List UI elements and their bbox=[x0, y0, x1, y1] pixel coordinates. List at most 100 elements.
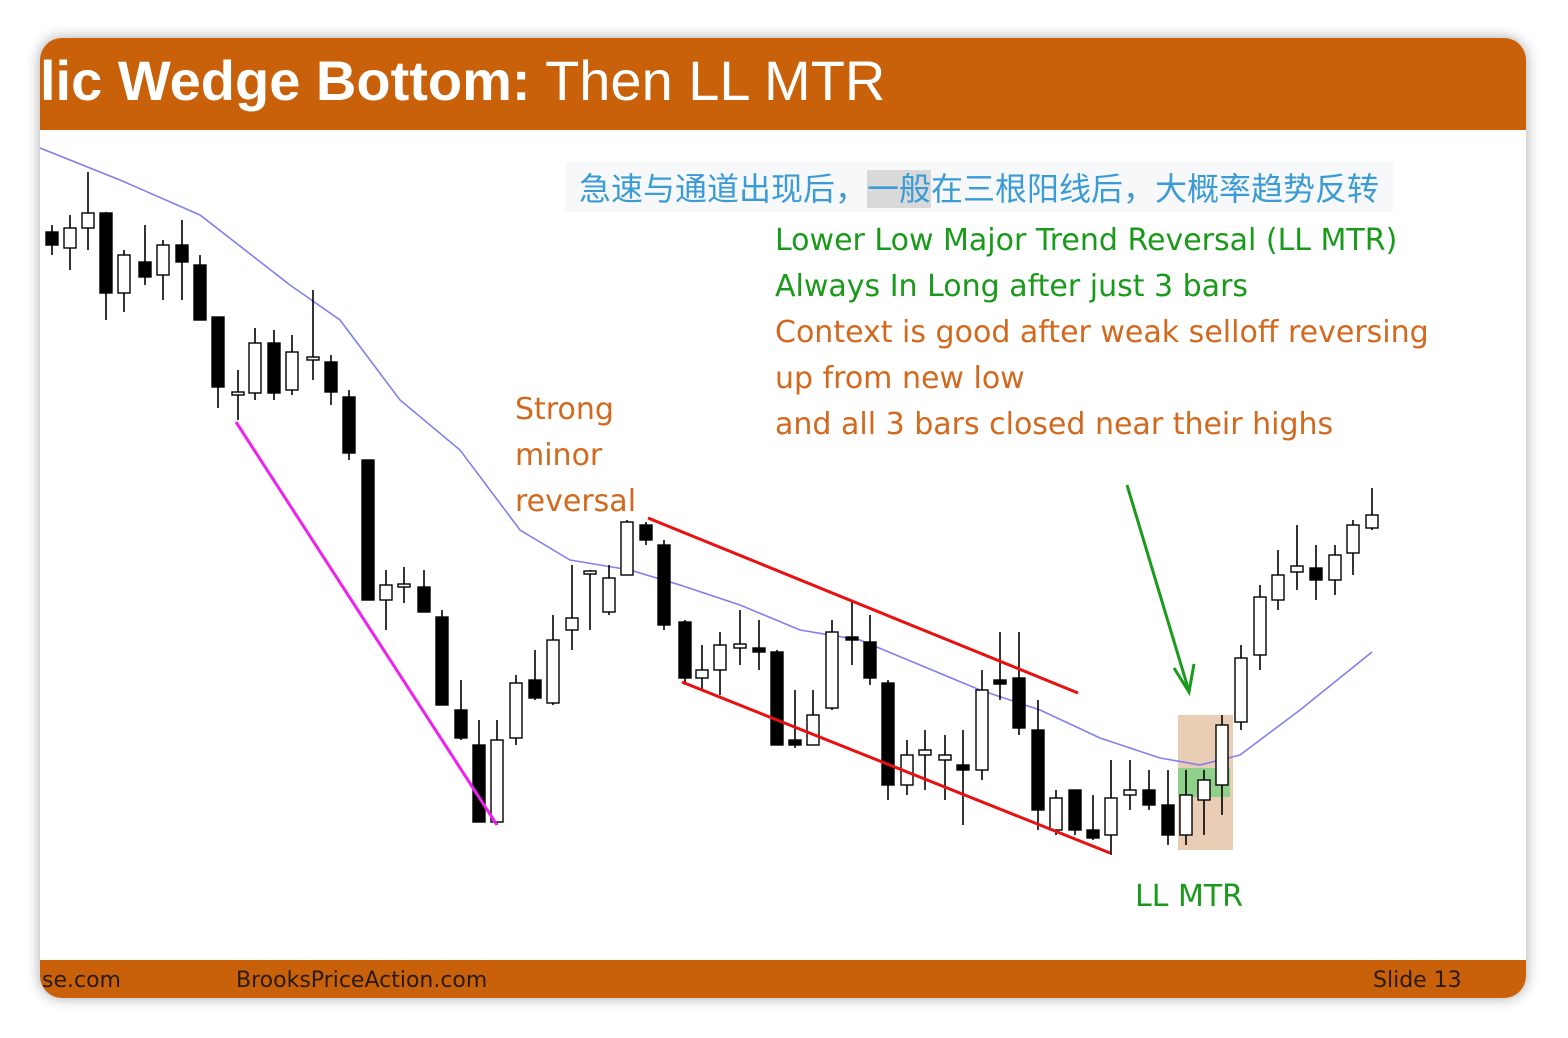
candle-body bbox=[193, 264, 207, 321]
title-bold: lic Wedge Bottom: bbox=[40, 49, 531, 112]
candle-body bbox=[752, 647, 766, 653]
candle-body bbox=[342, 396, 356, 454]
candle-body bbox=[417, 586, 431, 613]
arrow-shaft bbox=[1125, 484, 1190, 689]
candle-body bbox=[1049, 797, 1063, 831]
channel-bottom bbox=[681, 680, 1111, 855]
candle-body bbox=[490, 739, 504, 823]
candle-body bbox=[770, 651, 784, 746]
title-rest: Then LL MTR bbox=[530, 49, 886, 112]
note-line: Context is good after weak selloff rever… bbox=[775, 315, 1429, 350]
channel-top bbox=[647, 516, 1079, 695]
footer-bar: se.com BrooksPriceAction.com Slide 13 bbox=[40, 960, 1526, 998]
candle-body bbox=[1104, 797, 1118, 836]
candle-body bbox=[713, 644, 727, 671]
candle-body bbox=[81, 212, 95, 229]
label-line: minor bbox=[515, 438, 603, 473]
candle-body bbox=[306, 356, 320, 361]
note-highlight: 一般 bbox=[867, 170, 932, 208]
note-line: up from new low bbox=[775, 361, 1025, 396]
candle-body bbox=[1123, 789, 1137, 796]
header-bar: lic Wedge Bottom: Then LL MTR bbox=[40, 38, 1526, 130]
candle-body bbox=[1234, 657, 1248, 723]
candle-body bbox=[528, 679, 542, 699]
candle-body bbox=[620, 521, 634, 576]
candle-body bbox=[99, 212, 113, 294]
footer-right: Slide 13 bbox=[1373, 968, 1462, 993]
candle-body bbox=[806, 714, 820, 746]
candle-body bbox=[825, 631, 839, 709]
candle-body bbox=[379, 584, 393, 601]
candle-body bbox=[678, 621, 692, 679]
candle-body bbox=[695, 669, 709, 679]
candle-body bbox=[546, 639, 560, 704]
candle-body bbox=[1031, 729, 1045, 811]
candle-body bbox=[1346, 524, 1360, 554]
candle-body bbox=[918, 749, 932, 756]
label-line: reversal bbox=[515, 484, 637, 519]
candle-body bbox=[1215, 724, 1229, 786]
candle-body bbox=[1179, 794, 1193, 836]
candle-body bbox=[975, 689, 989, 771]
candle-body bbox=[324, 361, 338, 393]
candle-body bbox=[267, 342, 281, 394]
footer-left: se.com bbox=[42, 968, 121, 993]
note-line: Always In Long after just 3 bars bbox=[775, 269, 1249, 304]
candle-body bbox=[1365, 514, 1379, 529]
note-part: 急速与通道出现后， bbox=[579, 170, 868, 208]
candle-body bbox=[1253, 596, 1267, 656]
candle-body bbox=[248, 342, 262, 394]
candle-body bbox=[639, 524, 653, 541]
candle-body bbox=[1309, 567, 1323, 581]
slide-title: lic Wedge Bottom: Then LL MTR bbox=[40, 48, 885, 113]
candle-body bbox=[138, 261, 152, 278]
candle-body bbox=[845, 636, 859, 641]
candle-body bbox=[733, 643, 747, 649]
candle-body bbox=[211, 316, 225, 388]
candle-body bbox=[117, 254, 131, 294]
candle-body bbox=[881, 682, 895, 786]
slide: lic Wedge Bottom: Then LL MTR 急速与通道出现后，一… bbox=[40, 38, 1526, 998]
candle-body bbox=[435, 616, 449, 706]
candle-body bbox=[788, 739, 802, 746]
candle-body bbox=[938, 754, 952, 761]
candle-body bbox=[397, 583, 411, 588]
label-line: Strong bbox=[515, 392, 614, 427]
candle-body bbox=[454, 709, 468, 739]
candle-body bbox=[956, 764, 970, 771]
green-notes: Lower Low Major Trend Reversal (LL MTR) … bbox=[775, 218, 1397, 310]
candlestick-chart bbox=[40, 147, 1379, 855]
candle-body bbox=[1271, 574, 1285, 601]
candle-body bbox=[156, 244, 170, 276]
candle-body bbox=[1290, 565, 1304, 573]
candle-body bbox=[361, 459, 375, 601]
candle-body bbox=[285, 351, 299, 391]
ll-label: LL MTR bbox=[1135, 879, 1244, 914]
wedge-line bbox=[234, 421, 499, 826]
orange-notes: Context is good after weak selloff rever… bbox=[775, 310, 1429, 448]
candle-body bbox=[45, 231, 59, 246]
candle-body bbox=[1197, 779, 1211, 801]
chinese-note: 急速与通道出现后，一般在三根阳线后，大概率趋势反转 bbox=[565, 162, 1394, 212]
footer-center: BrooksPriceAction.com bbox=[236, 968, 488, 993]
note-part: 在三根阳线后，大概率趋势反转 bbox=[931, 170, 1380, 208]
candle-body bbox=[1161, 804, 1175, 836]
note-line: and all 3 bars closed near their highs bbox=[775, 407, 1334, 442]
candle-body bbox=[1068, 789, 1082, 831]
candle-body bbox=[63, 227, 77, 249]
candle-body bbox=[602, 577, 616, 613]
candle-body bbox=[993, 679, 1007, 685]
candle-body bbox=[1086, 829, 1100, 839]
candle-body bbox=[231, 391, 245, 396]
candle-body bbox=[657, 544, 671, 626]
candle-body bbox=[472, 744, 486, 823]
arrow-head bbox=[1172, 663, 1196, 697]
candle-body bbox=[1142, 789, 1156, 806]
candle-body bbox=[175, 244, 189, 263]
candle-body bbox=[1328, 554, 1342, 581]
note-line: Lower Low Major Trend Reversal (LL MTR) bbox=[775, 223, 1398, 258]
moving-average bbox=[40, 147, 1373, 766]
candle-body bbox=[509, 682, 523, 739]
candle-body bbox=[863, 641, 877, 679]
